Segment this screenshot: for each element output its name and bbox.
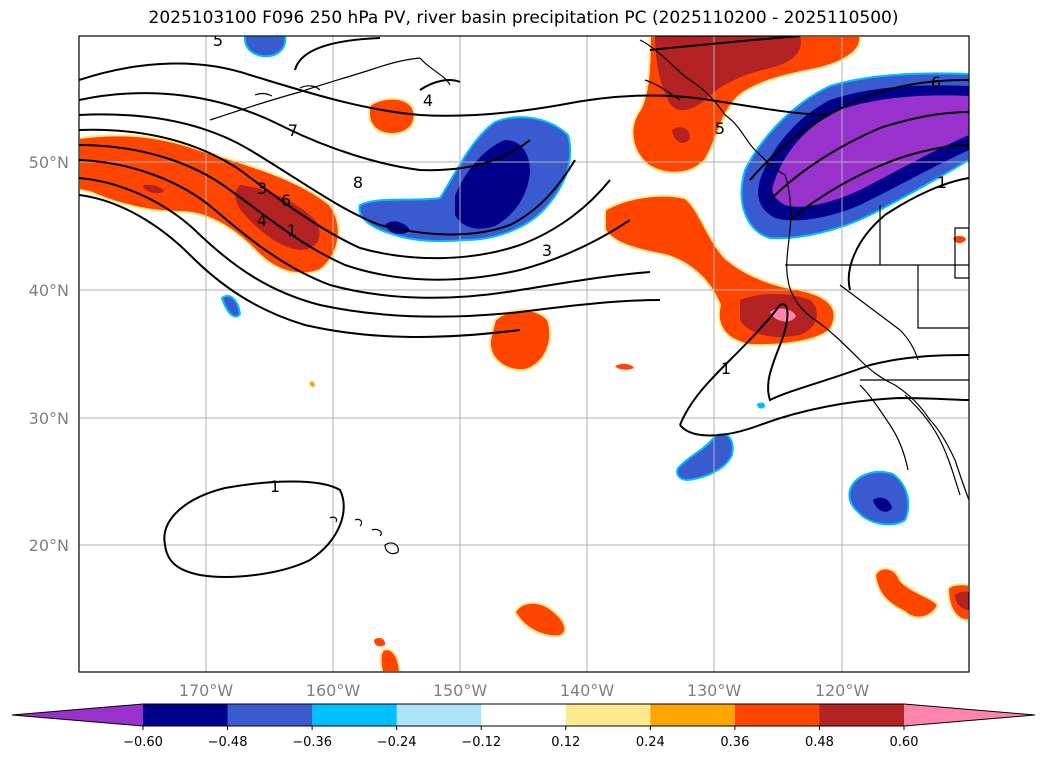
pv-contours (79, 36, 969, 578)
contour-labels: 5 4 7 8 3 6 1 1 1 1 3 4 5 6 (213, 31, 947, 496)
lon-label: 140°W (560, 681, 615, 700)
plot-frame (78, 35, 970, 673)
lon-label: 120°W (815, 681, 870, 700)
precip-fill-layer (79, 36, 969, 672)
contour-label: 8 (353, 173, 363, 192)
contour-label: 3 (257, 179, 267, 198)
positive-anomaly-alaska-spot (672, 127, 690, 143)
longitude-labels: 170°W 160°W 150°W 140°W 130°W 120°W (179, 681, 870, 700)
lon-label: 170°W (179, 681, 234, 700)
colorbar-tick-label: 0.36 (720, 735, 749, 750)
colorbar-tick-label: 0.48 (805, 735, 834, 750)
negative-anomaly-spot-1 (220, 295, 242, 318)
colorbar-swatch (650, 704, 736, 726)
colorbar-extend-high (904, 704, 1035, 726)
negative-anomaly-northeast-core (772, 95, 969, 207)
contour-label: 1 (937, 173, 947, 192)
positive-anomaly-west-spot (142, 184, 164, 194)
colorbar-tick-label: −0.36 (292, 735, 332, 750)
contour-label: 3 (542, 241, 552, 260)
negative-anomaly-spot-3 (676, 433, 734, 482)
contour-label: 1 (270, 477, 280, 496)
positive-anomaly-spot-2 (873, 567, 940, 619)
contour-label: 5 (715, 119, 725, 138)
lat-label: 40°N (29, 281, 69, 300)
colorbar-tick-label: −0.48 (208, 735, 248, 750)
positive-anomaly-alaska-core (655, 36, 801, 111)
contour-label: 1 (287, 221, 297, 240)
lon-label: 160°W (306, 681, 361, 700)
colorbar-extend-low (12, 704, 143, 726)
contour-label: 4 (257, 211, 267, 230)
map-title: 2025103100 F096 250 hPa PV, river basin … (148, 8, 899, 28)
positive-anomaly-spot-7 (309, 381, 315, 387)
colorbar-tick-label: −0.12 (461, 735, 501, 750)
colorbar-tick-label: 0.24 (636, 735, 665, 750)
lat-label: 30°N (29, 409, 69, 428)
colorbar-swatch (565, 704, 651, 726)
contour-label: 4 (423, 91, 433, 110)
contour-label: 5 (213, 31, 223, 50)
colorbar-swatch (143, 704, 229, 726)
contour-label: 6 (281, 191, 291, 210)
positive-anomaly-spot-3-core (955, 591, 969, 610)
colorbar-tick-label: 0.60 (890, 735, 919, 750)
positive-anomaly-west-core (235, 185, 320, 250)
colorbar-swatch (734, 704, 820, 726)
contour-label: 7 (288, 121, 298, 140)
positive-anomaly-spot-1 (513, 601, 567, 638)
colorbar: −0.60 −0.48 −0.36 −0.24 −0.12 0.12 0.24 0.36 0.4… (11, 703, 1036, 750)
colorbar-swatch (481, 704, 567, 726)
contour-label: 1 (721, 359, 731, 378)
positive-anomaly-spot-4 (379, 648, 402, 672)
positive-anomaly-subtropical (488, 308, 552, 372)
latitude-labels: 50°N 40°N 30°N 20°N (29, 153, 69, 555)
positive-anomaly-gulf (367, 97, 416, 136)
coastlines (209, 39, 969, 555)
lat-label: 50°N (29, 153, 69, 172)
positive-anomaly-spot-5 (374, 637, 386, 647)
colorbar-swatch (819, 704, 905, 726)
lon-label: 150°W (433, 681, 488, 700)
colorbar-tick-label: −0.60 (123, 735, 163, 750)
negative-anomaly-spot-5 (757, 402, 766, 409)
positive-anomaly-spot-8 (953, 235, 966, 244)
negative-anomaly-spot-4-core (873, 497, 892, 512)
colorbar-tick-label: 0.12 (551, 735, 580, 750)
colorbar-tick-label: −0.24 (377, 735, 417, 750)
colorbar-swatch (227, 704, 313, 726)
lat-label: 20°N (29, 536, 69, 555)
colorbar-swatch (312, 704, 398, 726)
lon-label: 130°W (687, 681, 742, 700)
colorbar-swatch (396, 704, 482, 726)
positive-anomaly-eastpac-peak (770, 308, 796, 322)
positive-anomaly-spot-6 (615, 363, 634, 370)
contour-label: 6 (931, 73, 941, 92)
negative-anomaly-spot-2 (243, 36, 287, 58)
